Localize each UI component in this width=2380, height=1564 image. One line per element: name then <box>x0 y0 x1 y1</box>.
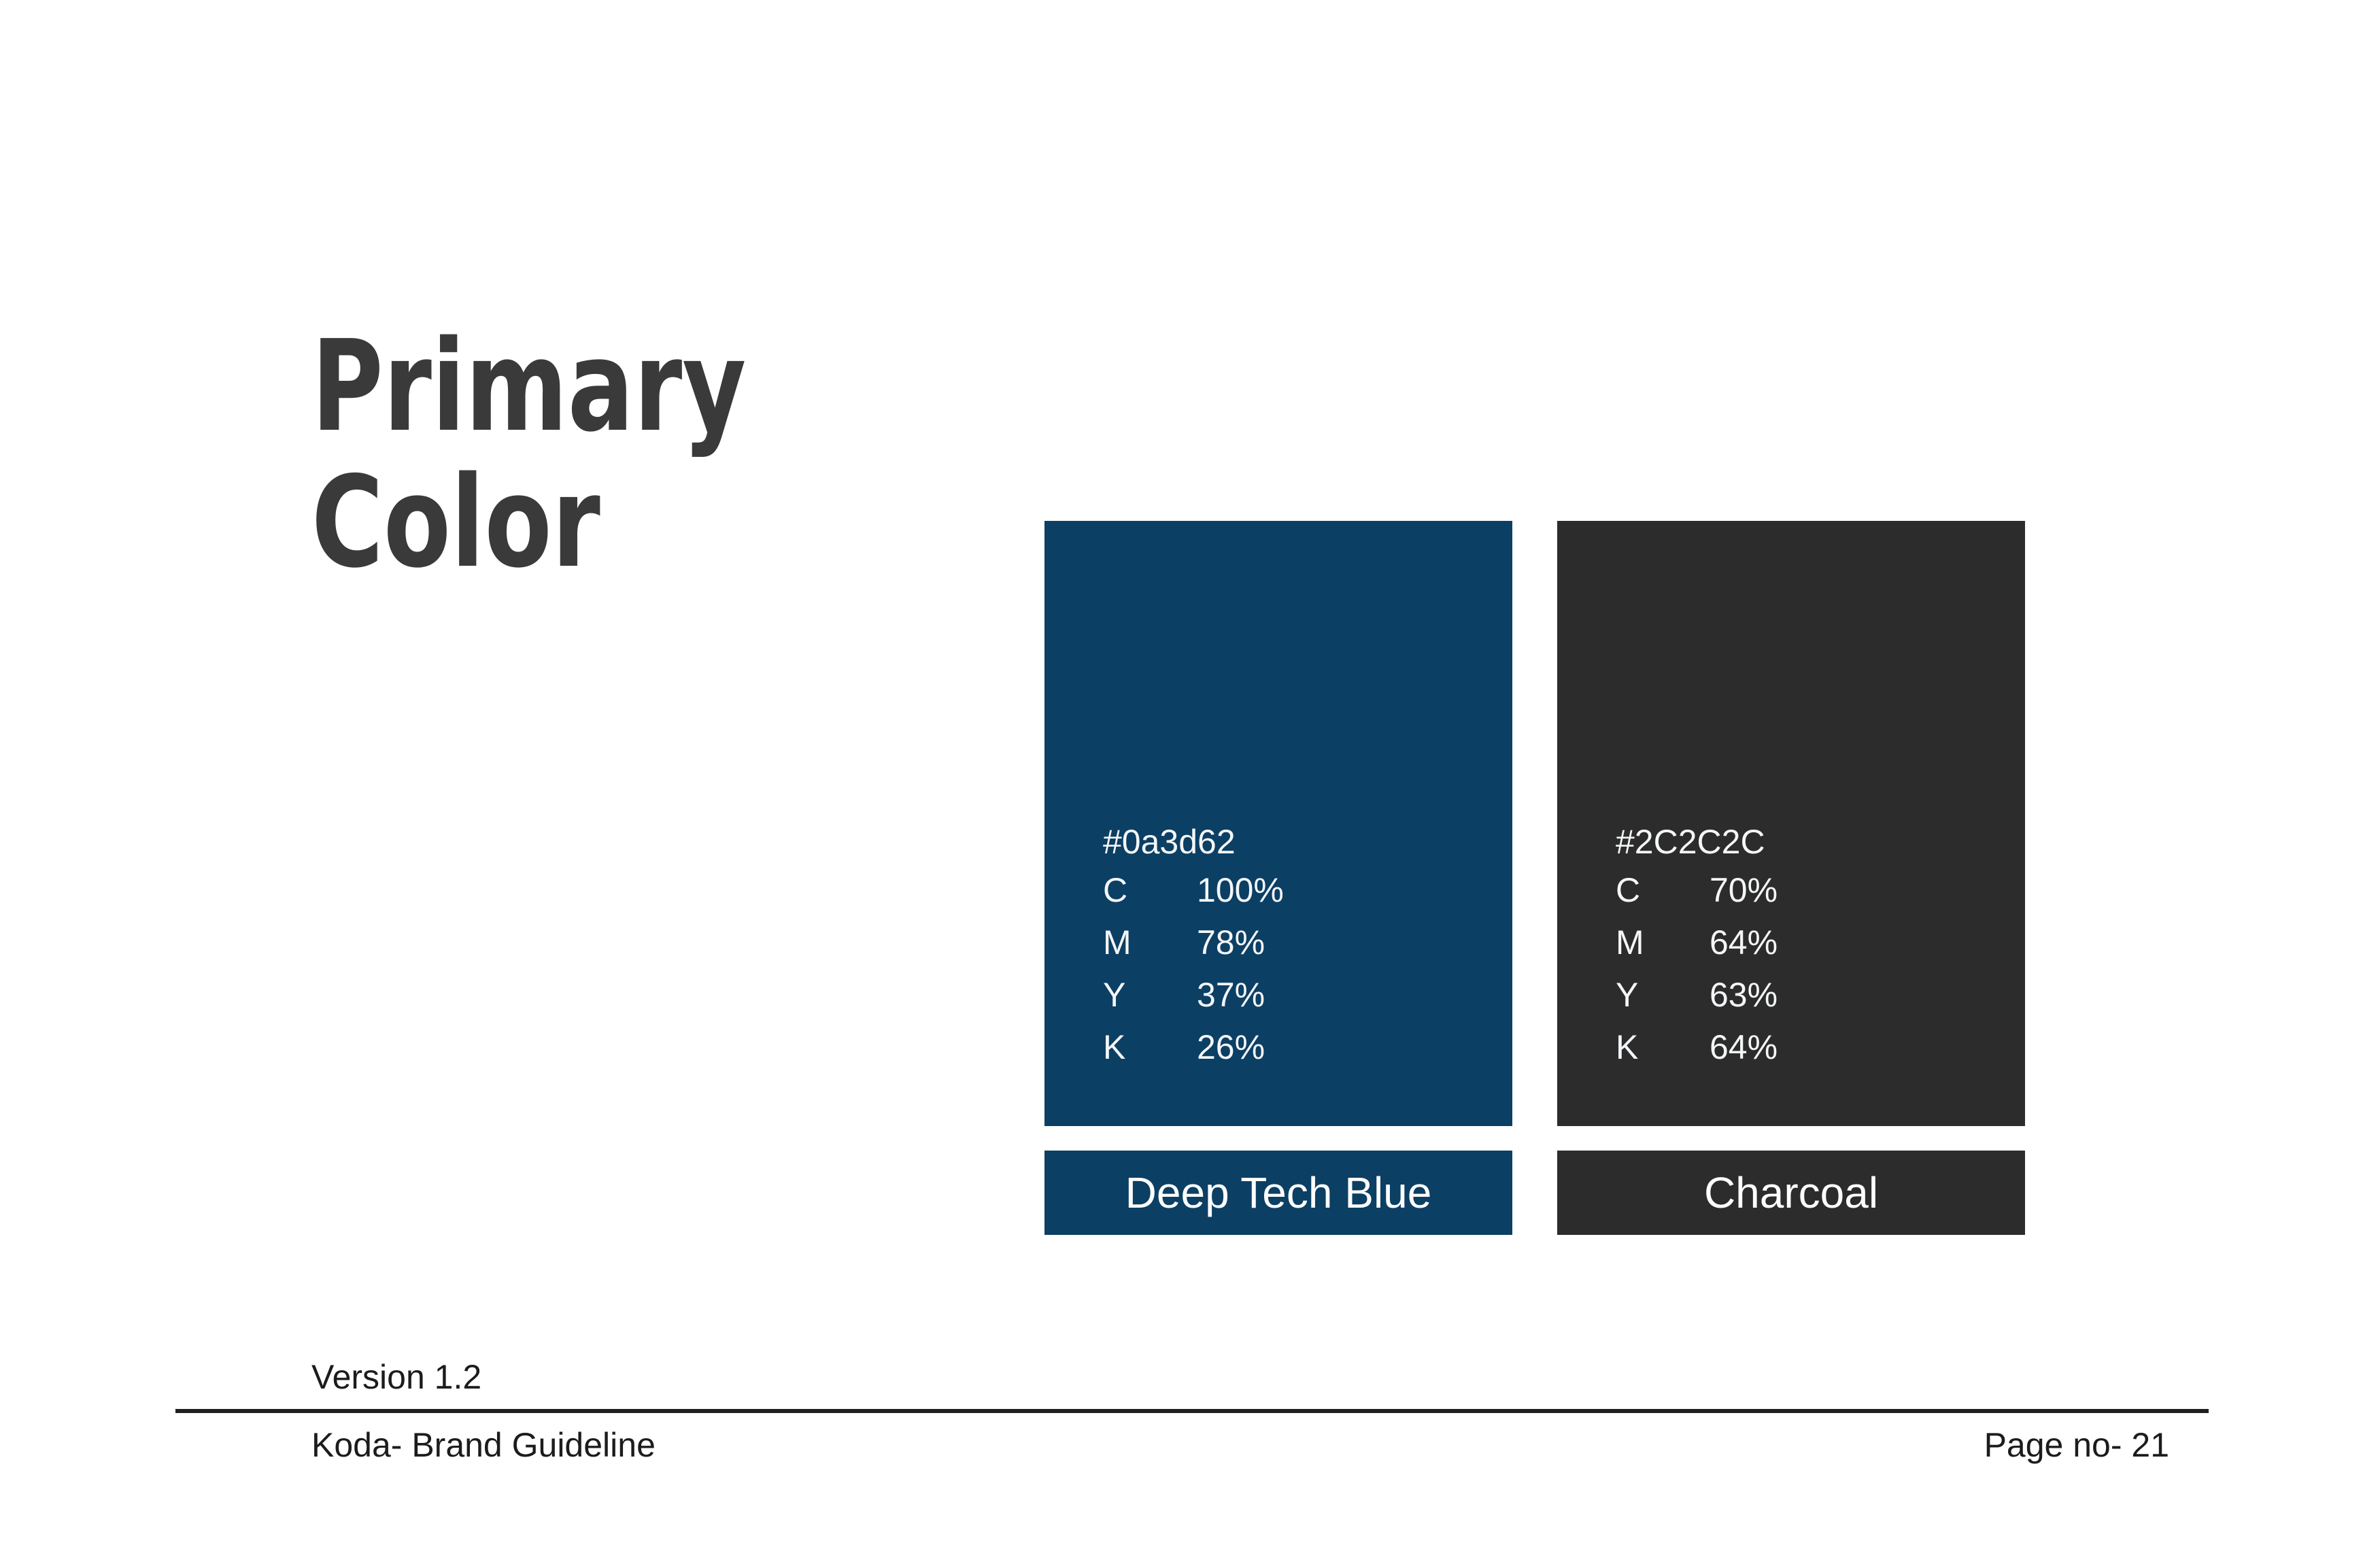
cmyk-row: Y 37% <box>1103 968 1485 1021</box>
cmyk-key: K <box>1103 1027 1126 1066</box>
cmyk-row: M 78% <box>1103 916 1485 968</box>
footer-version: Version 1.2 <box>311 1358 482 1396</box>
cmyk-value: 26% <box>1197 1027 1265 1066</box>
cmyk-key: Y <box>1103 975 1126 1014</box>
swatch-card-deep-tech-blue: #0a3d62 C 100% M 78% Y 37% K 26% <box>1044 521 1512 1126</box>
cmyk-value: 63% <box>1710 975 1778 1014</box>
page-title-line-1: Primary <box>311 313 747 460</box>
cmyk-row: C 100% <box>1103 864 1485 916</box>
cmyk-key: C <box>1103 870 1128 909</box>
page-title-line-2: Color <box>311 449 600 596</box>
cmyk-row: M 64% <box>1616 916 1998 968</box>
cmyk-value: 64% <box>1710 923 1778 962</box>
cmyk-row: K 64% <box>1616 1021 1998 1073</box>
swatch-info-deep-tech-blue: #0a3d62 C 100% M 78% Y 37% K 26% <box>1103 820 1485 1073</box>
cmyk-key: M <box>1616 923 1644 962</box>
swatch-hex-value: #2C2C2C <box>1616 823 1765 861</box>
swatch-hex-value: #0a3d62 <box>1103 823 1236 861</box>
cmyk-key: Y <box>1616 975 1639 1014</box>
swatch-info-charcoal: #2C2C2C C 70% M 64% Y 63% K 64% <box>1616 820 1998 1073</box>
cmyk-key: C <box>1616 870 1641 909</box>
footer-divider <box>175 1409 2209 1413</box>
cmyk-value: 37% <box>1197 975 1265 1014</box>
cmyk-value: 100% <box>1197 870 1284 909</box>
cmyk-row: Y 63% <box>1616 968 1998 1021</box>
cmyk-key: M <box>1103 923 1132 962</box>
cmyk-key: K <box>1616 1027 1639 1066</box>
footer-page-number: Page no- 21 <box>1984 1426 2169 1464</box>
swatch-name-bar-charcoal: Charcoal <box>1557 1151 2025 1235</box>
page-title: Primary Color <box>311 318 746 590</box>
cmyk-value: 70% <box>1710 870 1778 909</box>
footer-document-title: Koda- Brand Guideline <box>311 1426 656 1464</box>
swatch-name-label: Charcoal <box>1703 1168 1879 1217</box>
swatch-name-label: Deep Tech Blue <box>1125 1168 1432 1217</box>
swatch-name-bar-deep-tech-blue: Deep Tech Blue <box>1044 1151 1512 1235</box>
cmyk-row: C 70% <box>1616 864 1998 916</box>
swatch-card-charcoal: #2C2C2C C 70% M 64% Y 63% K 64% <box>1557 521 2025 1126</box>
cmyk-row: K 26% <box>1103 1021 1485 1073</box>
cmyk-value: 64% <box>1710 1027 1778 1066</box>
cmyk-value: 78% <box>1197 923 1265 962</box>
